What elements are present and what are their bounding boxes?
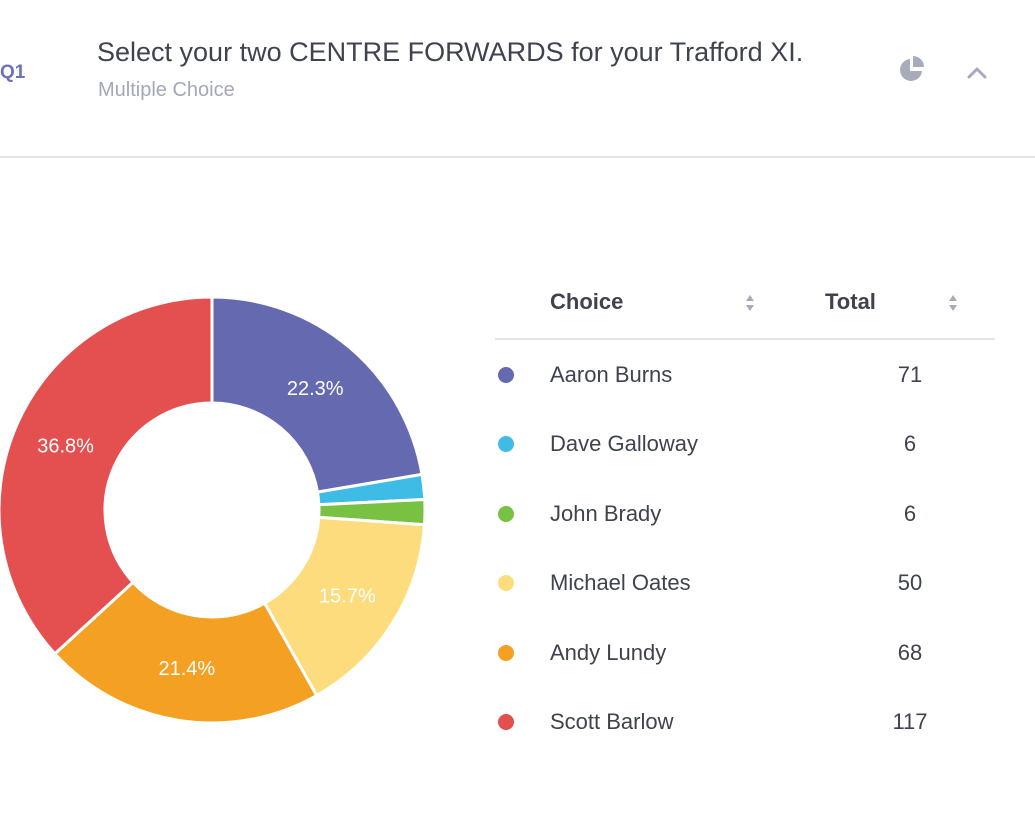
- choice-total: 6: [903, 431, 917, 457]
- choice-column-header[interactable]: Choice: [550, 289, 624, 314]
- donut-chart: 22.3% 15.7% 21.4% 36.8%: [0, 290, 440, 730]
- choice-label: Dave Galloway: [550, 431, 698, 457]
- table-row: John Brady 6: [495, 479, 995, 548]
- results-table: Choice Total Aaron Burns 71 Dave Galloway 6…: [495, 280, 995, 756]
- total-column-header[interactable]: Total: [825, 289, 876, 314]
- legend-dot-icon: [498, 367, 514, 383]
- donut-slice[interactable]: [262, 515, 427, 698]
- choice-label: John Brady: [550, 500, 662, 526]
- table-body: Aaron Burns 71 Dave Galloway 6 John Brady 6 Mi…: [495, 340, 995, 756]
- choice-label: Michael Oates: [550, 570, 691, 596]
- sort-icon[interactable]: [745, 292, 755, 314]
- table-row: Aaron Burns 71: [495, 340, 995, 409]
- table-row: Dave Galloway 6: [495, 409, 995, 478]
- sort-icon[interactable]: [948, 292, 958, 314]
- donut-slice[interactable]: [210, 295, 424, 494]
- pie-chart-icon[interactable]: [895, 53, 929, 87]
- choice-label: Scott Barlow: [550, 708, 674, 734]
- legend-dot-icon: [498, 505, 514, 522]
- table-row: Scott Barlow 117: [495, 687, 995, 756]
- choice-label: Andy Lundy: [550, 639, 667, 665]
- question-header: Q1 Select your two CENTRE FORWARDS for y…: [0, 0, 1035, 158]
- choice-total: 68: [897, 639, 923, 665]
- legend-dot-icon: [498, 436, 514, 453]
- legend-dot-icon: [498, 575, 514, 592]
- choice-total: 6: [903, 500, 917, 526]
- table-row: Andy Lundy 68: [495, 618, 995, 687]
- table-row: Michael Oates 50: [495, 548, 995, 617]
- question-type: Multiple Choice: [98, 79, 235, 101]
- choice-total: 117: [892, 708, 928, 734]
- choice-total: 50: [897, 570, 923, 596]
- slice-percent-label: 21.4%: [158, 658, 215, 680]
- donut-chart-svg: 22.3% 15.7% 21.4% 36.8%: [0, 295, 427, 725]
- legend-dot-icon: [498, 644, 514, 661]
- table-header: Choice Total: [495, 280, 995, 340]
- question-number: Q1: [0, 62, 26, 83]
- slice-percent-label: 36.8%: [37, 436, 94, 458]
- legend-dot-icon: [498, 713, 514, 730]
- donut-slice[interactable]: [0, 295, 214, 656]
- slice-percent-label: 15.7%: [319, 585, 376, 607]
- choice-total: 71: [897, 362, 923, 387]
- choice-label: Aaron Burns: [550, 362, 673, 387]
- donut-slice[interactable]: [52, 580, 319, 725]
- chevron-up-icon[interactable]: [962, 58, 992, 88]
- slice-percent-label: 22.3%: [287, 378, 344, 400]
- question-title: Select your two CENTRE FORWARDS for your…: [97, 37, 804, 67]
